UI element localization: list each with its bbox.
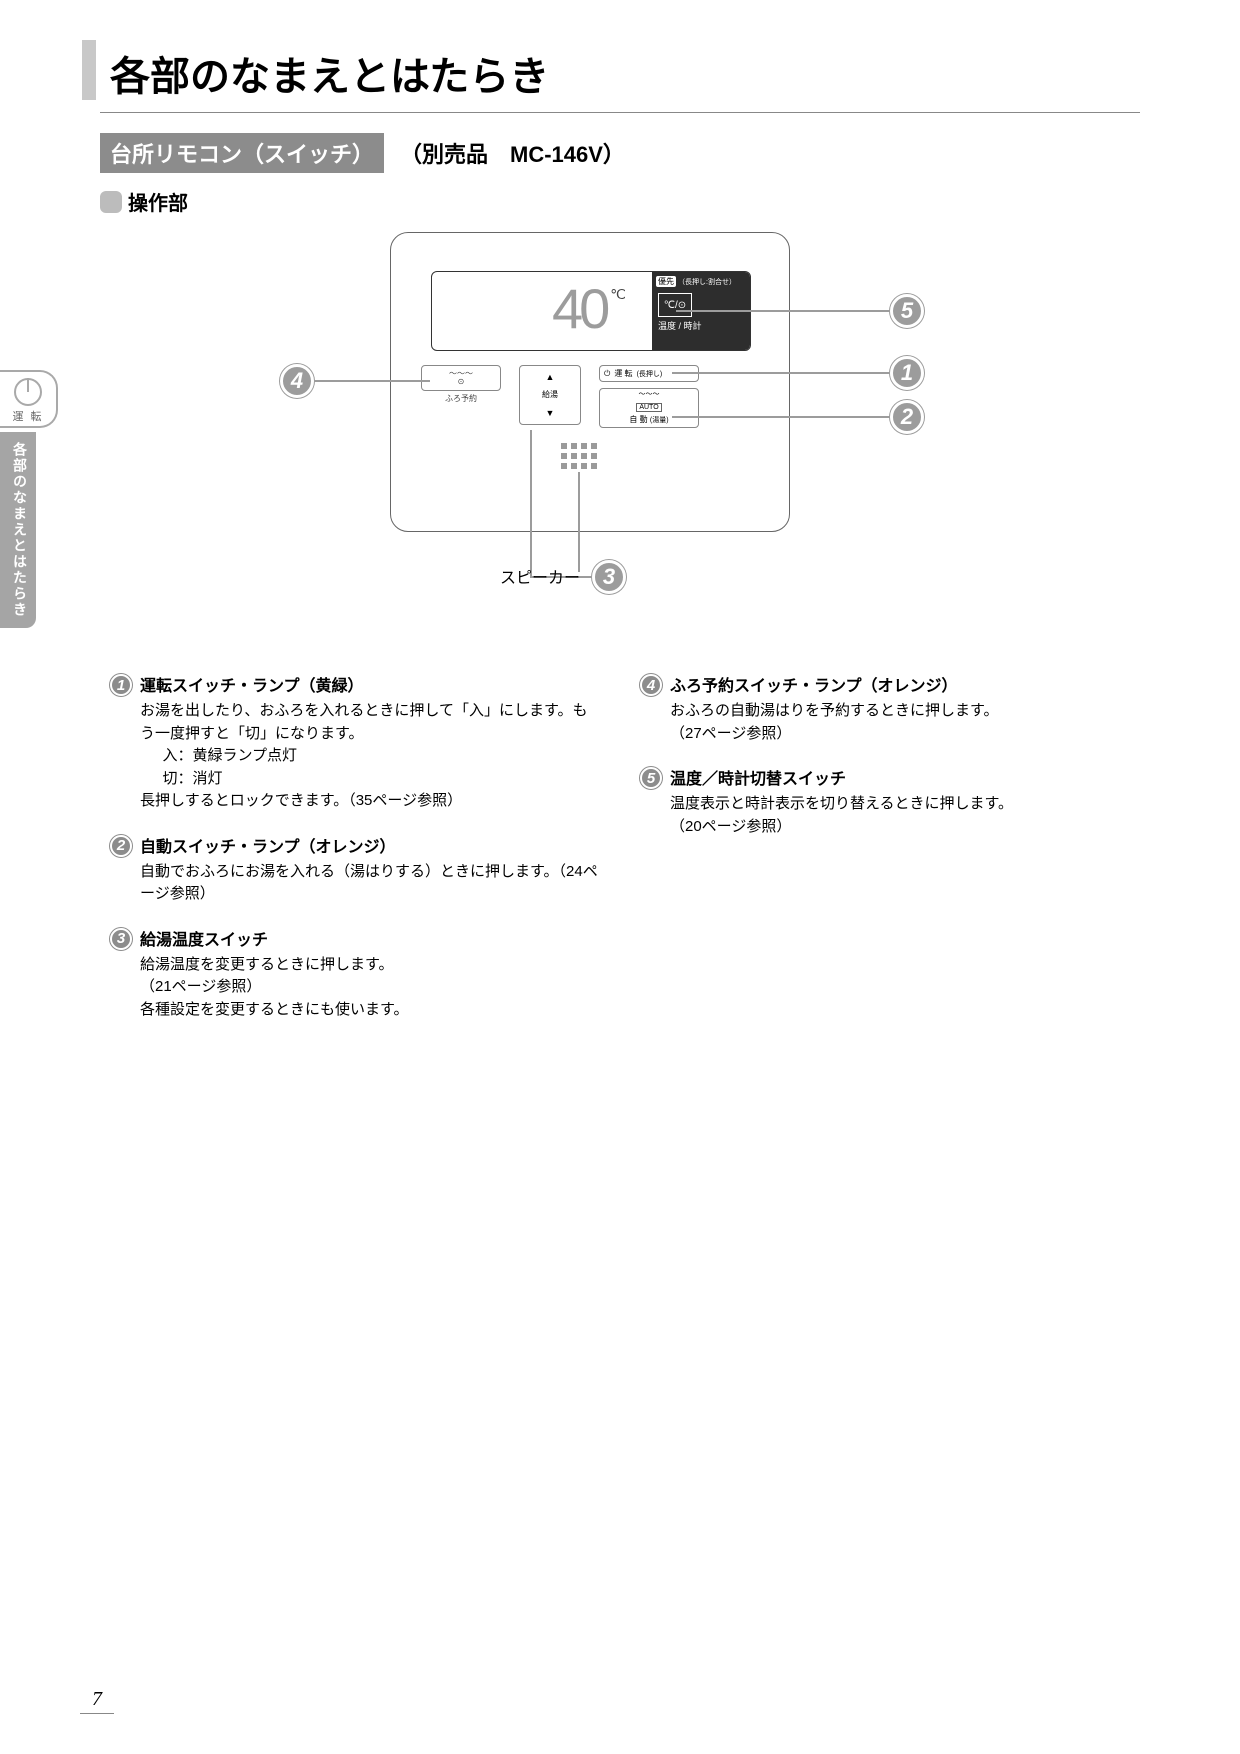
side-vertical-text: 各部のなまえとはたらき [0,432,36,628]
subhead-paren: （別売品 MC-146V） [400,137,625,169]
furo-reserve-button[interactable]: 〜〜〜⊙ ふろ予約 [421,365,501,404]
page-number: 7 [80,1688,114,1714]
desc-num: 4 [640,674,662,696]
desc-title: 運転スイッチ・ランプ（黄緑） [140,672,600,696]
auto-wave-icon: 〜〜〜 [639,391,660,399]
desc-col-right: 4 ふろ予約スイッチ・ランプ（オレンジ） おふろの自動湯はりを予約するときに押し… [640,672,1130,1041]
desc-num: 1 [110,674,132,696]
callout-badge-5: 5 [890,294,924,328]
lead-line [314,380,430,382]
arrow-down-icon: ▼ [520,404,580,422]
side-tab: 運 転 各部のなまえとはたらき [0,370,58,628]
page-title: 各部のなまえとはたらき [100,40,1140,112]
side-power-icon-wrap: 運 転 [0,370,58,428]
speaker-label: スピーカー [500,564,580,588]
desc-item: 4 ふろ予約スイッチ・ランプ（オレンジ） おふろの自動湯はりを予約するときに押し… [640,672,1130,745]
lcd-small-text: （長押し:割合せ） [678,277,736,287]
callout-badge-4: 4 [280,364,314,398]
callout-badge-1: 1 [890,356,924,390]
auto-sub: (湯量) [650,417,669,424]
desc-title: ふろ予約スイッチ・ランプ（オレンジ） [670,672,1130,696]
remote-diagram: 40 ℃ 優先 （長押し:割合せ） ℃/⊙ 温度 / 時計 〜〜〜⊙ [270,232,970,632]
desc-title: 温度／時計切替スイッチ [670,765,1130,789]
title-bar: 各部のなまえとはたらき [100,40,1140,113]
auto-button[interactable]: 〜〜〜 AUTO 自 動 (湯量) [599,388,699,428]
section-bullet-icon [100,191,122,213]
temp-updown-button[interactable]: ▲ 給湯 ▼ [519,365,581,425]
arrow-mid-label: 給湯 [520,386,580,404]
desc-body: 自動でおふろにお湯を入れる（湯はりする）ときに押します。（24ページ参照） [140,861,600,906]
desc-title: 給湯温度スイッチ [140,926,600,950]
remote-body: 40 ℃ 優先 （長押し:割合せ） ℃/⊙ 温度 / 時計 〜〜〜⊙ [390,232,790,532]
callout-badge-3: 3 [592,560,626,594]
lcd-bottom-label: 温度 / 時計 [652,319,750,332]
lead-line [672,416,892,418]
wave-icon: 〜〜〜 [449,369,473,378]
desc-body: おふろの自動湯はりを予約するときに押します。 （27ページ参照） [670,700,1130,745]
furo-label: ふろ予約 [421,393,501,404]
desc-num: 2 [110,835,132,857]
lcd-temp: 40 ℃ [552,276,622,341]
lead-line [578,472,580,572]
desc-num: 5 [640,767,662,789]
desc-item: 2 自動スイッチ・ランプ（オレンジ） 自動でおふろにお湯を入れる（湯はりする）と… [110,833,600,906]
auto-mid: AUTO [636,403,661,413]
desc-title: 自動スイッチ・ランプ（オレンジ） [140,833,600,857]
desc-body: 温度表示と時計表示を切り替えるときに押します。 （20ページ参照） [670,793,1130,838]
desc-body: 給湯温度を変更するときに押します。 （21ページ参照） 各種設定を変更するときに… [140,954,600,1022]
lead-line [530,430,532,578]
lcd-temp-value: 40 [552,276,606,341]
desc-num: 3 [110,928,132,950]
lcd-mode-box: ℃/⊙ [658,293,692,317]
desc-item: 1 運転スイッチ・ランプ（黄緑） お湯を出したり、おふろを入れるときに押して「入… [110,672,600,813]
power-icon [14,378,42,406]
lead-line [672,372,892,374]
arrow-up-icon: ▲ [520,368,580,386]
subhead-badge: 台所リモコン（スイッチ） [100,133,384,173]
speaker-grille-icon [561,443,597,469]
desc-body: お湯を出したり、おふろを入れるときに押して「入」にします。もう一度押すと「切」に… [140,700,600,813]
power-label: 運 転 [614,368,632,379]
lead-line [676,310,892,312]
power-icon: ⏻ [604,369,610,379]
desc-item: 3 給湯温度スイッチ 給湯温度を変更するときに押します。 （21ページ参照） 各… [110,926,600,1022]
lcd-priority-badge: 優先 [656,276,676,287]
power-sub: (長押し) [637,369,663,379]
desc-col-left: 1 運転スイッチ・ランプ（黄緑） お湯を出したり、おふろを入れるときに押して「入… [110,672,600,1041]
callout-badge-2: 2 [890,400,924,434]
section-label: 操作部 [128,187,188,216]
lcd-temp-unit: ℃ [610,286,622,303]
desc-item: 5 温度／時計切替スイッチ 温度表示と時計表示を切り替えるときに押します。 （2… [640,765,1130,838]
auto-label: 自 動 [629,415,647,424]
side-icon-label: 運 転 [4,408,52,424]
section-row: 操作部 [100,187,1140,216]
title-accent [82,40,96,100]
description-columns: 1 運転スイッチ・ランプ（黄緑） お湯を出したり、おふろを入れるときに押して「入… [100,642,1140,1041]
subheader-row: 台所リモコン（スイッチ） （別売品 MC-146V） [100,133,1140,173]
